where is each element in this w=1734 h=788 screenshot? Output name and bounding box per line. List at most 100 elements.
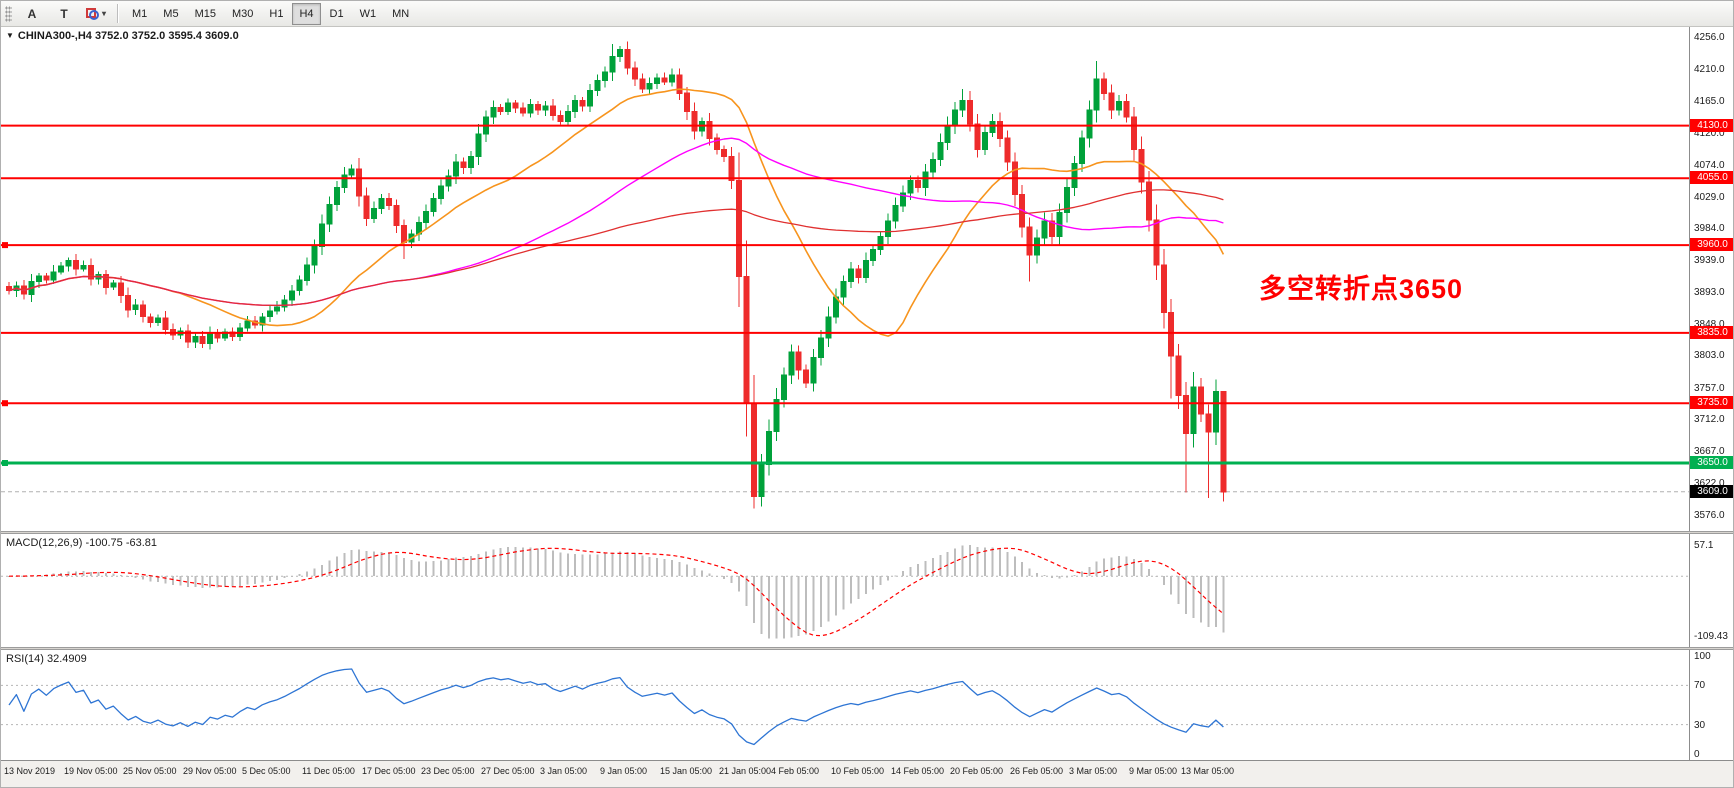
candle bbox=[527, 99, 534, 118]
price-axis[interactable]: 4256.0 4210.0 4165.0 4120.0 4074.0 4029.0 3984… bbox=[1689, 27, 1733, 531]
candle bbox=[1004, 130, 1011, 171]
time-axis-label: 21 Jan 05:00 bbox=[719, 766, 772, 776]
timeframe-button-d1[interactable]: D1 bbox=[329, 7, 344, 20]
price-axis-label: 3893.0 bbox=[1694, 287, 1725, 298]
time-axis-label: 4 Feb 05:00 bbox=[771, 766, 820, 776]
candle bbox=[497, 104, 504, 115]
macd-histogram bbox=[8, 545, 1225, 639]
candle bbox=[110, 280, 117, 290]
candle bbox=[1190, 371, 1197, 448]
macd-plot[interactable] bbox=[1, 534, 1689, 647]
candle bbox=[765, 419, 772, 476]
price-chart-panel[interactable]: 4256.0 4210.0 4165.0 4120.0 4074.0 4029.0 3984… bbox=[1, 27, 1733, 531]
timeframe-button-m30[interactable]: M30 bbox=[231, 7, 254, 20]
candle bbox=[1071, 155, 1078, 196]
candle bbox=[1034, 229, 1041, 264]
line-anchor[interactable] bbox=[2, 400, 8, 407]
time-axis-label: 26 Feb 05:00 bbox=[1010, 766, 1064, 776]
timeframe-button-h4[interactable]: H4 bbox=[292, 2, 321, 25]
timeframe-group: M1 M5 M15 M30 H1 H4 D1 W1 MN bbox=[124, 2, 417, 25]
candle bbox=[88, 258, 94, 286]
candle bbox=[788, 344, 795, 385]
timeframe-button-m15[interactable]: M15 bbox=[194, 7, 216, 20]
chevron-down-icon: ▾ bbox=[102, 9, 107, 18]
panel-splitter[interactable] bbox=[1, 647, 1733, 650]
candle bbox=[520, 102, 527, 117]
candle bbox=[1116, 94, 1122, 116]
candle bbox=[535, 101, 541, 115]
candle bbox=[169, 323, 176, 340]
candle bbox=[1093, 60, 1100, 123]
rsi-axis[interactable]: 100 70 30 0 bbox=[1689, 650, 1733, 760]
candle bbox=[430, 193, 437, 217]
candle bbox=[833, 288, 839, 324]
time-axis-label: 17 Dec 05:00 bbox=[362, 766, 416, 776]
candle bbox=[1212, 379, 1219, 445]
candle bbox=[624, 41, 631, 75]
rsi-panel[interactable]: 100 70 30 0 RSI(14) 32.4909 bbox=[1, 650, 1733, 760]
shapes-tool-button[interactable]: ▾ bbox=[81, 3, 111, 25]
candle bbox=[259, 312, 266, 332]
candle bbox=[736, 152, 743, 307]
candle bbox=[646, 77, 653, 94]
timeframe-button-h1[interactable]: H1 bbox=[269, 7, 284, 20]
macd-axis[interactable]: 57.1 -109.43 bbox=[1689, 534, 1733, 647]
time-axis-label: 15 Jan 05:00 bbox=[660, 766, 713, 776]
price-chart-plot[interactable] bbox=[1, 27, 1689, 531]
price-axis-label: 4120.0 bbox=[1694, 128, 1725, 139]
time-axis-label: 23 Dec 05:00 bbox=[421, 766, 475, 776]
candle bbox=[877, 231, 884, 255]
candle bbox=[587, 83, 594, 113]
candle bbox=[900, 185, 906, 213]
toolbar-grip[interactable] bbox=[5, 5, 12, 22]
rsi-plot[interactable] bbox=[1, 650, 1689, 760]
timeframe-button-m1[interactable]: M1 bbox=[132, 7, 148, 20]
rsi-svg bbox=[1, 668, 1689, 746]
candle bbox=[155, 314, 161, 326]
candle bbox=[140, 300, 147, 323]
line-anchor[interactable] bbox=[2, 242, 8, 249]
candle bbox=[974, 114, 981, 158]
candle bbox=[460, 157, 467, 174]
candle bbox=[512, 100, 519, 113]
candle bbox=[713, 133, 720, 155]
candle bbox=[751, 375, 757, 509]
cursor-tool-button[interactable]: A bbox=[27, 6, 37, 21]
candle bbox=[885, 213, 892, 244]
rsi-axis-label: 0 bbox=[1694, 749, 1700, 760]
time-axis-label: 29 Nov 05:00 bbox=[183, 766, 237, 776]
timeframe-button-mn[interactable]: MN bbox=[392, 7, 410, 20]
time-axis-label: 11 Dec 05:00 bbox=[302, 766, 355, 776]
line-anchor[interactable] bbox=[2, 460, 8, 466]
candle bbox=[423, 204, 430, 231]
price-axis-label: 3984.0 bbox=[1694, 223, 1725, 234]
candle bbox=[1041, 212, 1048, 245]
time-axis[interactable]: 13 Nov 2019 19 Nov 05:00 25 Nov 05:00 29 No… bbox=[1, 760, 1733, 787]
price-axis-label: 4029.0 bbox=[1694, 192, 1725, 203]
text-tool-button[interactable]: T bbox=[60, 6, 68, 21]
candle bbox=[289, 284, 296, 306]
price-line-badge: 3960.0 bbox=[1690, 238, 1733, 251]
candle bbox=[50, 264, 57, 284]
candle bbox=[281, 295, 288, 312]
candle bbox=[304, 257, 310, 286]
ma-slow-red bbox=[8, 189, 1224, 307]
panel-splitter[interactable] bbox=[1, 531, 1733, 534]
price-line-badge: 3650.0 bbox=[1690, 456, 1733, 469]
candle bbox=[356, 158, 363, 207]
candle bbox=[1153, 204, 1160, 281]
candle bbox=[721, 145, 728, 162]
candle bbox=[184, 324, 191, 348]
rsi-axis-label: 70 bbox=[1694, 680, 1706, 691]
time-axis-label: 14 Feb 05:00 bbox=[891, 766, 945, 776]
macd-header: MACD(12,26,9) -100.75 -63.81 bbox=[6, 537, 158, 549]
toolbar: A T ▾ M1 M5 M15 M30 H1 H4 D1 W1 MN bbox=[1, 1, 1733, 27]
candle bbox=[557, 110, 564, 125]
macd-panel[interactable]: 57.1 -109.43 MACD(12,26,9) -100.75 -63.81 bbox=[1, 534, 1733, 647]
candle bbox=[6, 282, 12, 295]
timeframe-button-w1[interactable]: W1 bbox=[359, 7, 377, 20]
time-axis-label: 9 Mar 05:00 bbox=[1129, 766, 1178, 776]
chart-dropdown-icon[interactable]: ▼ bbox=[6, 31, 14, 40]
timeframe-button-m5[interactable]: M5 bbox=[163, 7, 179, 20]
candle bbox=[818, 329, 825, 366]
